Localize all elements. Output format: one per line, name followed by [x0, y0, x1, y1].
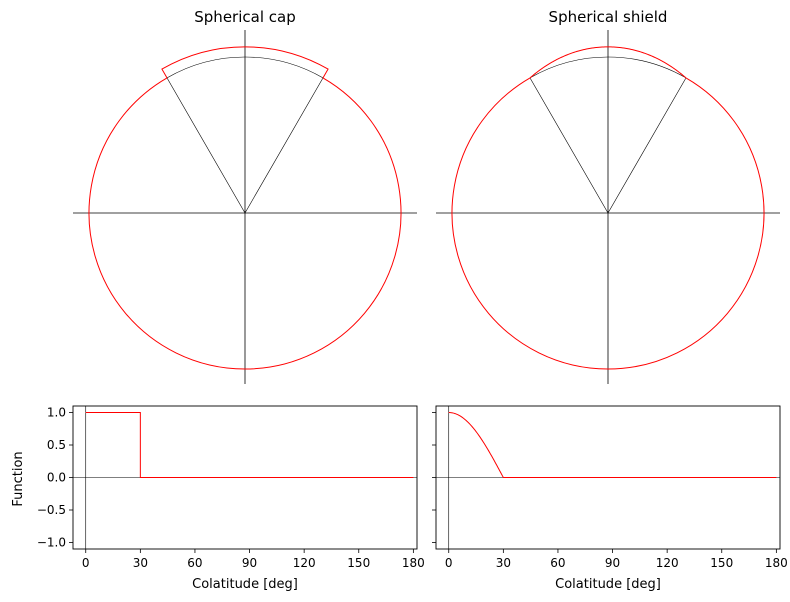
y-tick-label: −1.0: [37, 536, 66, 550]
function-series-line: [448, 412, 777, 478]
shield-outline: [529, 46, 687, 79]
x-tick-label: 180: [402, 556, 425, 570]
x-tick-label: 180: [765, 556, 788, 570]
x-tick-label: 60: [187, 556, 202, 570]
x-tick-label: 0: [445, 556, 453, 570]
cap-function-panel: 0 30 60 90 120 150 180 1.0 0.5 0.0 −0.5 −1.0: [37, 406, 425, 571]
spherical-cap-panel: [73, 30, 417, 384]
y-tick-label: −0.5: [37, 503, 66, 517]
function-series-line: [85, 412, 414, 478]
model-sphere-arc: [88, 77, 402, 370]
sector-edge-left: [166, 77, 246, 214]
cap-outline: [161, 46, 329, 79]
x-tick-label: 120: [293, 556, 316, 570]
cap-function-ylabel: Function: [11, 451, 26, 506]
x-tick-label: 30: [496, 556, 511, 570]
sector-edge-right: [244, 77, 324, 214]
x-tick-label: 90: [605, 556, 620, 570]
y-tick-label: 0.5: [47, 438, 66, 452]
spherical-cap-title: Spherical cap: [194, 8, 295, 26]
x-tick-label: 30: [133, 556, 148, 570]
reference-sphere-arc: [166, 56, 324, 79]
spherical-shield-panel: [436, 30, 780, 384]
x-tick-label: 60: [550, 556, 565, 570]
x-tick-label: 90: [242, 556, 257, 570]
x-tick-label: 150: [710, 556, 733, 570]
shield-function-xlabel: Colatitude [deg]: [555, 577, 661, 592]
cap-function-xlabel: Colatitude [deg]: [192, 577, 298, 592]
model-sphere-arc: [451, 77, 765, 370]
sector-edge-left: [529, 77, 609, 214]
x-tick-label: 120: [656, 556, 679, 570]
x-tick-label: 150: [347, 556, 370, 570]
y-tick-label: 0.0: [47, 471, 66, 485]
sector-edge-right: [607, 77, 687, 214]
spherical-shield-title: Spherical shield: [549, 8, 668, 26]
shield-function-panel: 0 30 60 90 120 150 180: [432, 405, 788, 570]
reference-sphere-arc: [529, 56, 687, 79]
y-tick-label: 1.0: [47, 406, 66, 420]
x-tick-label: 0: [82, 556, 90, 570]
